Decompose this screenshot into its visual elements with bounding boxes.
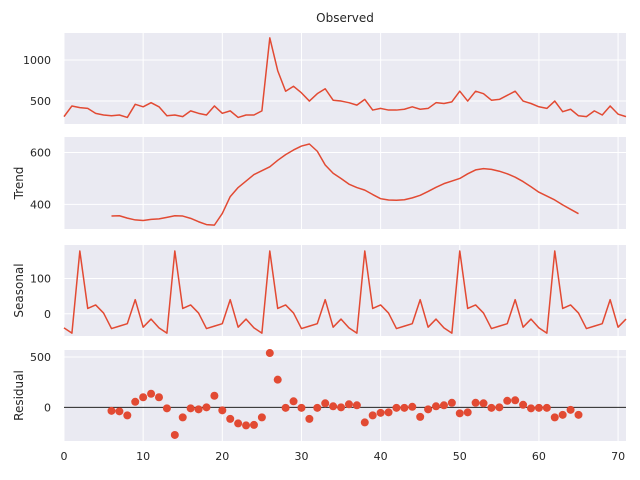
- residual-point: [131, 397, 140, 406]
- residual-point: [289, 397, 298, 406]
- residual-point: [123, 411, 132, 420]
- observed-y-tick-label: 1000: [23, 54, 51, 67]
- residual-point: [408, 402, 417, 411]
- residual-point: [550, 413, 559, 422]
- residual-point: [139, 393, 148, 402]
- residual-point: [360, 418, 369, 427]
- trend-plot-area: [64, 137, 626, 229]
- residual-point: [352, 401, 361, 410]
- residual-panel: 0 500 Residual 0 10 20 30 40 50 60 70: [12, 349, 626, 463]
- residual-point: [281, 403, 290, 412]
- residual-point: [170, 430, 179, 439]
- residual-y-tick-label: 0: [44, 401, 51, 414]
- residual-point: [226, 414, 235, 423]
- observed-panel: 500 1000 Observed: [23, 11, 627, 124]
- trend-y-axis-label: Trend: [12, 167, 26, 201]
- residual-point: [447, 398, 456, 407]
- seasonal-series-line: [63, 250, 627, 334]
- residual-point: [527, 404, 536, 413]
- residual-point: [519, 400, 528, 409]
- residual-point: [107, 406, 116, 415]
- observed-plot-area: [64, 33, 626, 124]
- observed-y-tick-label: 500: [30, 95, 51, 108]
- residual-point: [400, 403, 409, 412]
- residual-point: [329, 402, 338, 411]
- residual-point: [297, 403, 306, 412]
- residual-point: [376, 408, 385, 417]
- observed-title: Observed: [316, 11, 374, 25]
- trend-y-tick-label: 600: [30, 147, 51, 160]
- residual-point: [321, 399, 330, 408]
- residual-point: [432, 402, 441, 411]
- residual-point: [210, 391, 219, 400]
- residual-point: [218, 406, 227, 415]
- residual-point: [249, 420, 258, 429]
- residual-point: [479, 399, 488, 408]
- residual-point: [542, 403, 551, 412]
- x-tick-label: 10: [136, 450, 150, 463]
- residual-point: [392, 403, 401, 412]
- trend-panel: 400 600 Trend: [12, 137, 626, 229]
- residual-point: [265, 349, 274, 358]
- residual-point: [384, 408, 393, 417]
- residual-point: [368, 411, 377, 420]
- residual-point: [242, 421, 251, 430]
- residual-point: [487, 403, 496, 412]
- residual-point: [495, 403, 504, 412]
- x-tick-label: 0: [61, 450, 68, 463]
- residual-point: [511, 396, 520, 405]
- x-tick-label: 70: [611, 450, 625, 463]
- residual-point: [154, 393, 163, 402]
- trend-y-tick-label: 400: [30, 198, 51, 211]
- residual-point: [115, 407, 124, 416]
- residual-point: [463, 408, 472, 417]
- seasonal-y-tick-label: 0: [44, 308, 51, 321]
- residual-point: [503, 396, 512, 405]
- residual-point: [558, 410, 567, 419]
- trend-series-line: [111, 143, 579, 226]
- residual-point: [234, 419, 243, 428]
- x-tick-label: 50: [453, 450, 467, 463]
- residual-point: [202, 403, 211, 412]
- residual-point: [574, 410, 583, 419]
- residual-point: [194, 405, 203, 414]
- x-tick-label: 60: [532, 450, 546, 463]
- observed-series-line: [63, 37, 627, 119]
- seasonal-panel: 0 100 Seasonal: [12, 245, 627, 336]
- residual-point: [186, 404, 195, 413]
- residual-point: [162, 404, 171, 413]
- x-tick-label: 30: [294, 450, 308, 463]
- residual-point: [257, 413, 266, 422]
- x-tick-label: 20: [215, 450, 229, 463]
- x-tick-label: 40: [374, 450, 388, 463]
- residual-y-tick-label: 500: [30, 351, 51, 364]
- residual-point: [424, 405, 433, 414]
- residual-point: [534, 403, 543, 412]
- residual-point: [455, 409, 464, 418]
- residual-point: [273, 375, 282, 384]
- residual-point: [305, 414, 314, 423]
- residual-point: [147, 389, 156, 398]
- residual-point: [439, 401, 448, 410]
- seasonal-y-axis-label: Seasonal: [12, 263, 26, 317]
- residual-point: [416, 412, 425, 421]
- residual-point: [566, 405, 575, 414]
- residual-point: [313, 403, 322, 412]
- seasonal-y-tick-label: 100: [30, 273, 51, 286]
- residual-point: [337, 403, 346, 412]
- residual-point: [178, 413, 187, 422]
- residual-y-axis-label: Residual: [12, 370, 26, 421]
- residual-point: [344, 400, 353, 409]
- residual-point: [471, 398, 480, 407]
